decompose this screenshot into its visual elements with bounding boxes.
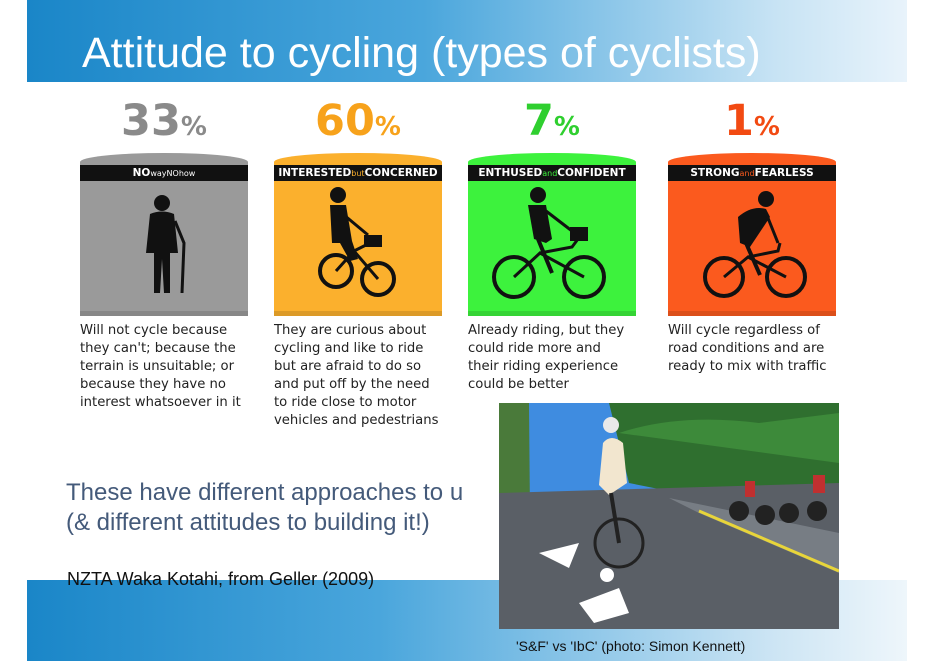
category-description: They are curious about cycling and like … [274, 323, 439, 428]
cyclist-racing-icon [703, 191, 807, 298]
category-description: Already riding, but they could ride more… [468, 323, 625, 392]
approach-text: These have different approaches to u (& … [66, 479, 464, 536]
category-label: NOwayNOhow [80, 165, 248, 181]
category-percent: 33% [121, 96, 207, 146]
walking-elder-icon [146, 195, 186, 294]
category-description: Will not cycle because they can't; becau… [80, 323, 241, 410]
cyclist-upright-icon [492, 187, 606, 299]
source-citation: NZTA Waka Kotahi, from Geller (2009) [67, 569, 375, 589]
photo-caption: 'S&F' vs 'IbC' (photo: Simon Kennett) [516, 638, 746, 654]
cyclist-basket-icon [318, 187, 396, 297]
category-percent: 60% [315, 96, 401, 146]
cycling-photo [499, 403, 839, 629]
category-description: Will cycle regardless of road conditions… [668, 323, 827, 374]
slide-title: Attitude to cycling (types of cyclists) [82, 29, 761, 77]
category-percent: 1% [724, 96, 780, 146]
category-label: INTERESTEDbutCONCERNED [274, 165, 442, 181]
title-banner [27, 0, 907, 82]
category-label: STRONGandFEARLESS [668, 165, 836, 181]
category-percent: 7% [524, 96, 580, 146]
category-label: ENTHUSEDandCONFIDENT [468, 165, 636, 181]
